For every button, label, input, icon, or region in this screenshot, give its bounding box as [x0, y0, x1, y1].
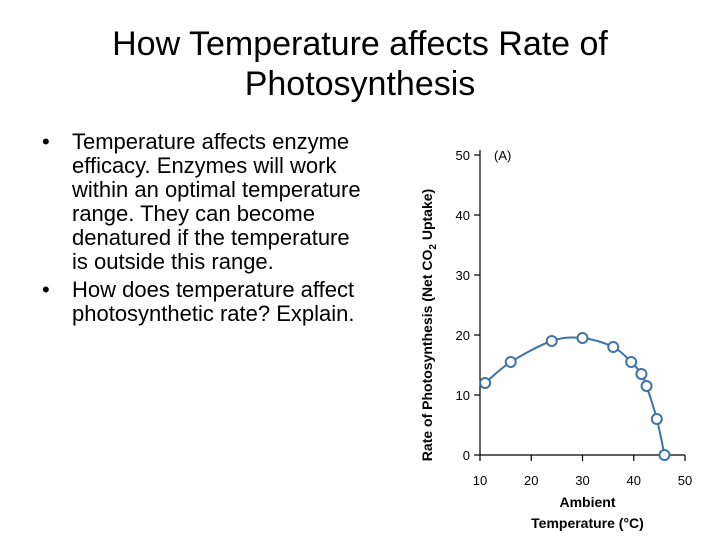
- x-tick-label: 10: [473, 473, 487, 488]
- bullet-list: • Temperature affects enzyme efficacy. E…: [40, 130, 370, 330]
- y-tick-label: 20: [456, 328, 470, 343]
- y-tick-label: 10: [456, 388, 470, 403]
- slide-title: How Temperature affects Rate of Photosyn…: [112, 25, 608, 103]
- data-points: [479, 332, 671, 461]
- y-tick-label: 30: [456, 268, 470, 283]
- y-tick-label: 40: [456, 208, 470, 223]
- y-axis-label-suffix: Uptake): [419, 189, 435, 244]
- x-tick-label: 40: [627, 473, 641, 488]
- bullet-dot-icon: •: [42, 277, 50, 302]
- bullet-text: Temperature affects enzyme efficacy. Enz…: [72, 129, 361, 274]
- data-point: [635, 368, 648, 380]
- data-point: [650, 413, 663, 425]
- y-axis-label-subscript: 2: [428, 244, 439, 250]
- x-tick-label: 50: [678, 473, 692, 488]
- y-tick-label: 0: [463, 448, 470, 463]
- x-axis-label-line1: Ambient: [560, 494, 616, 510]
- y-axis-label: Rate of Photosynthesis (Net CO2 Uptake): [419, 189, 439, 461]
- bullet-text: How does temperature affect photosynthet…: [72, 277, 355, 326]
- x-tick-label: 20: [524, 473, 538, 488]
- data-point: [479, 377, 492, 389]
- bullet-dot-icon: •: [42, 129, 50, 154]
- x-axis-label-line2: Temperature (°C): [531, 515, 644, 531]
- series-line: [484, 336, 666, 456]
- data-point: [640, 380, 653, 392]
- bullet-item: • Temperature affects enzyme efficacy. E…: [40, 130, 370, 274]
- data-point: [658, 449, 671, 461]
- y-tick-label: 50: [456, 148, 470, 163]
- data-point: [576, 332, 589, 344]
- data-point: [607, 341, 620, 353]
- data-point: [625, 356, 638, 368]
- y-axis-label-prefix: Rate of Photosynthesis (Net CO: [419, 250, 435, 462]
- panel-label: (A): [494, 148, 511, 163]
- x-tick-label: 30: [575, 473, 589, 488]
- bullet-item: • How does temperature affect photosynth…: [40, 278, 370, 326]
- y-ticks: 0 10 20 30 40 50: [456, 148, 480, 463]
- data-point: [545, 335, 558, 347]
- data-point: [504, 356, 517, 368]
- x-ticks: 10 20 30 40 50: [473, 455, 692, 488]
